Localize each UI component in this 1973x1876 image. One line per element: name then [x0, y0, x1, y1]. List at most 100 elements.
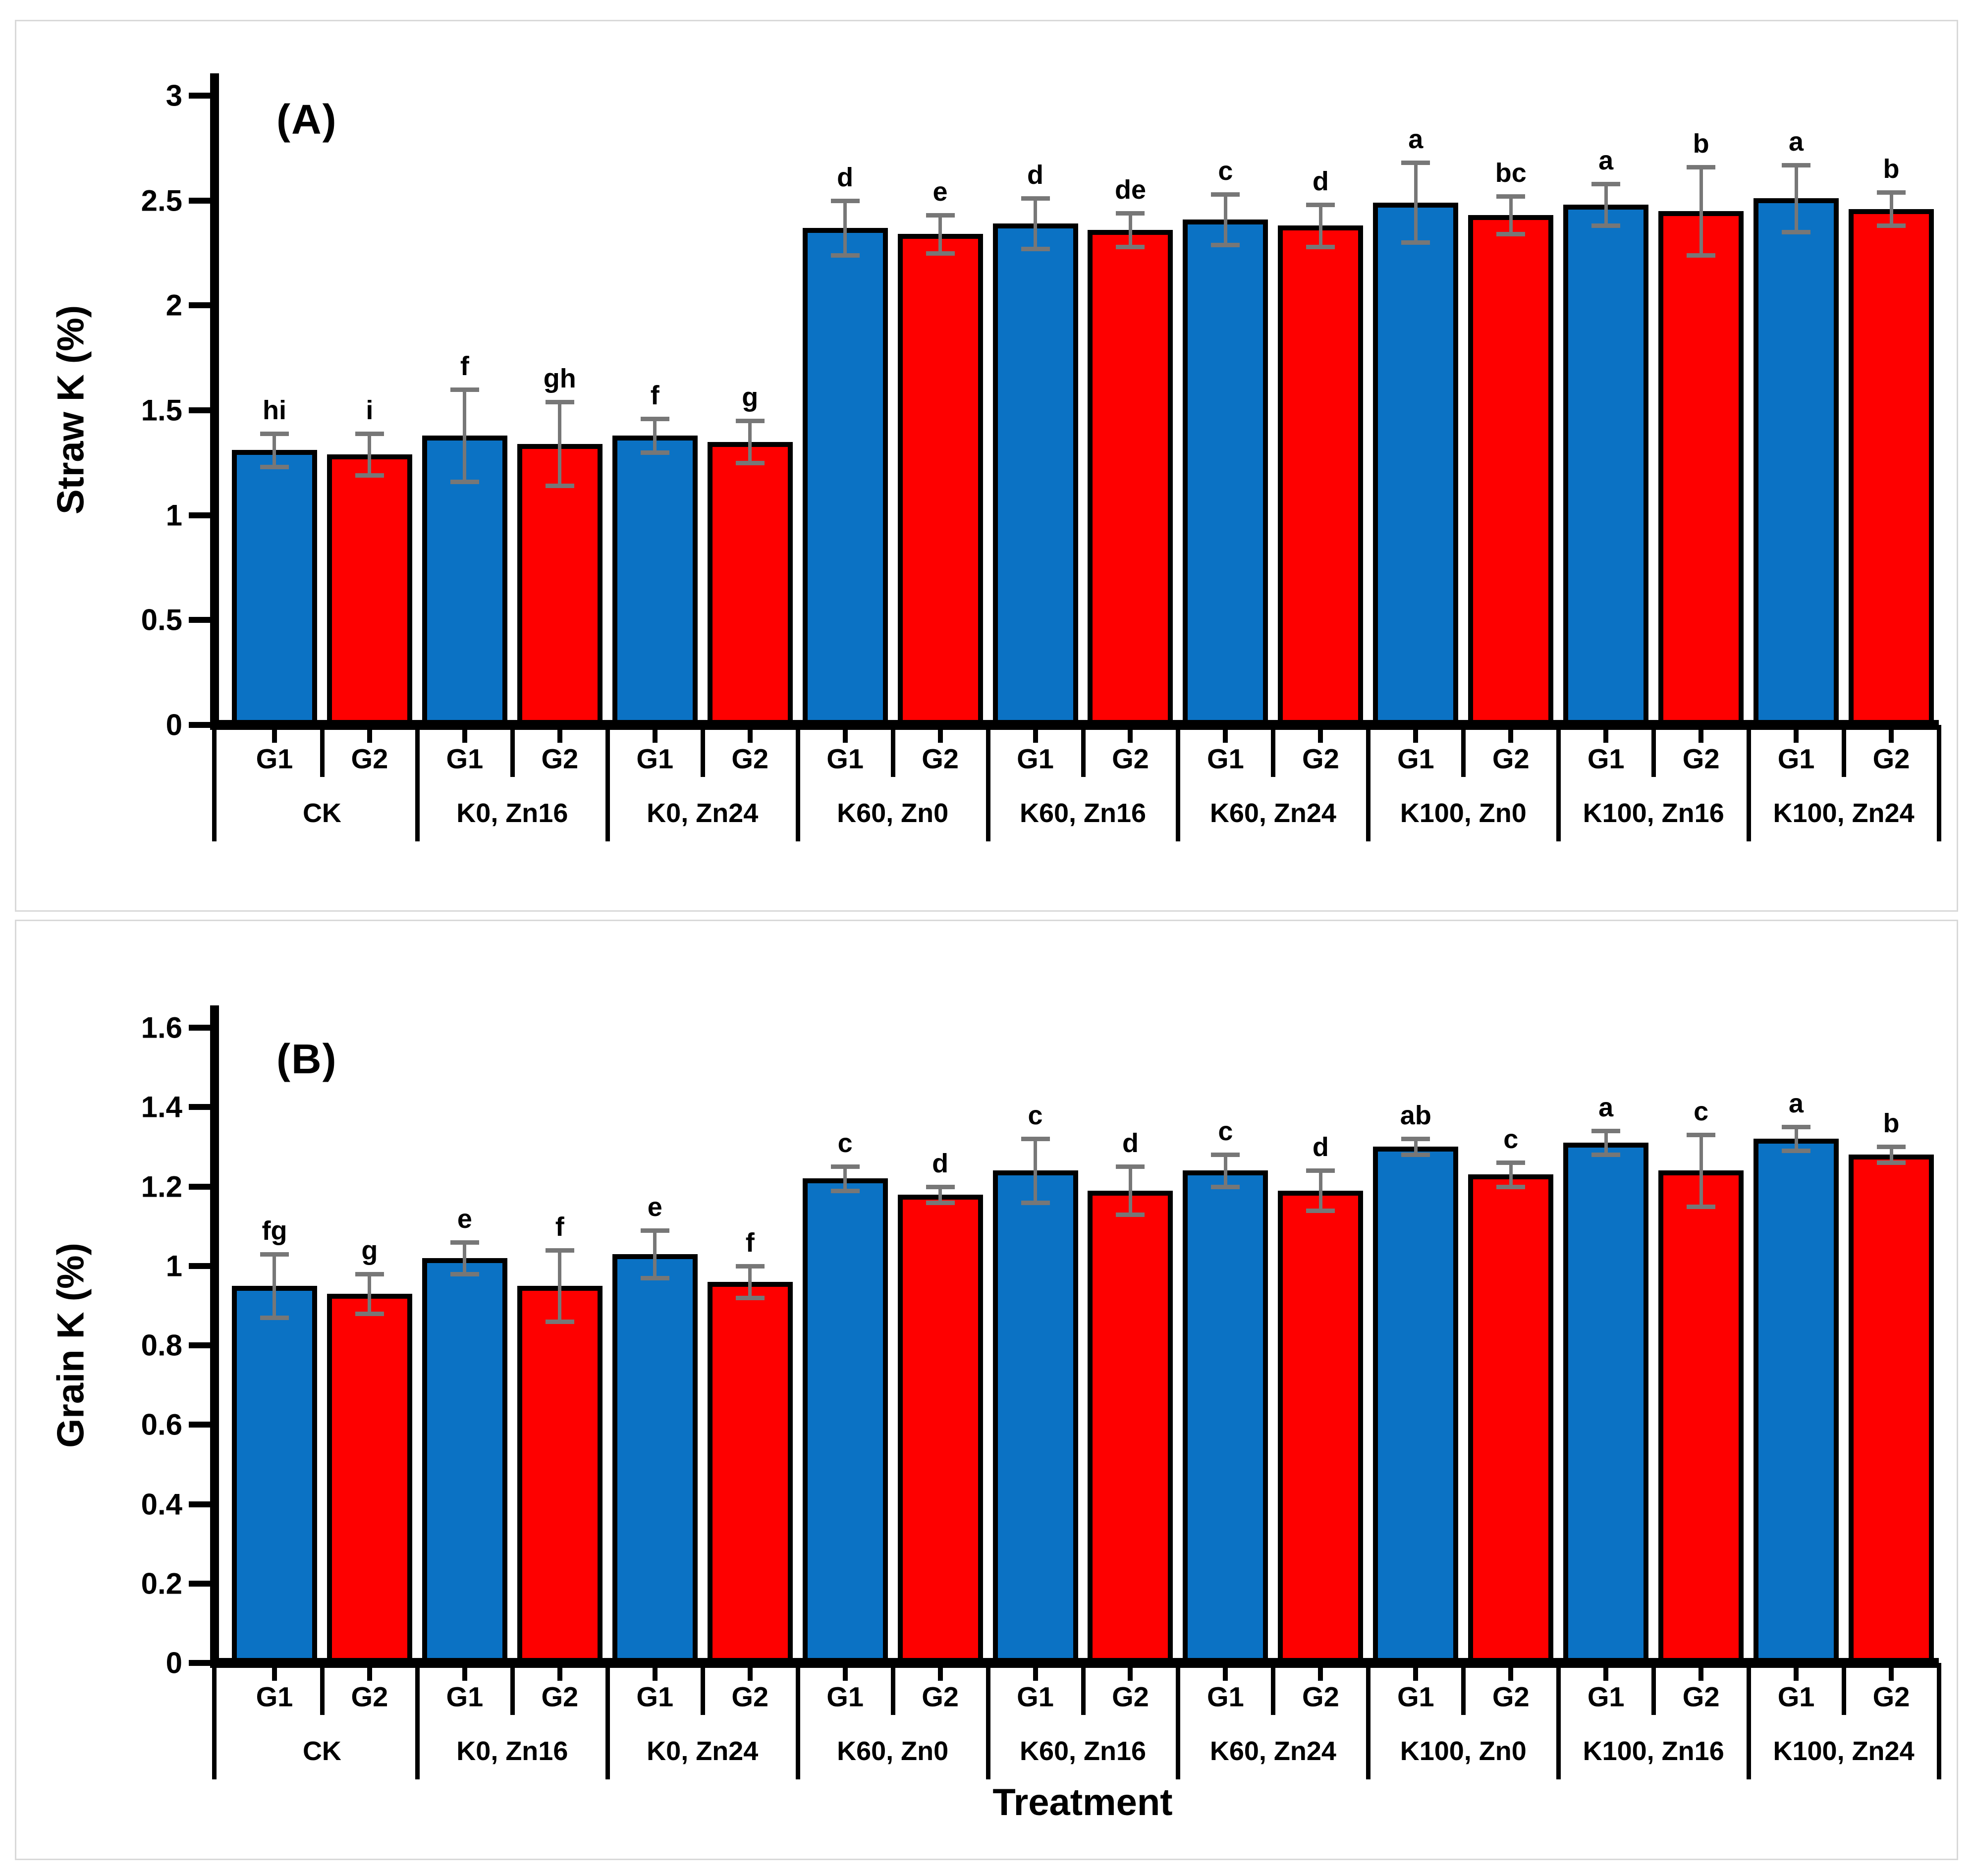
error-bar [1414, 1139, 1418, 1155]
error-bar [1889, 192, 1893, 226]
subgroup-separator-line [1081, 1663, 1086, 1715]
error-bar-top-cap [1021, 196, 1050, 201]
y-tick-label: 0.6 [141, 1408, 182, 1441]
subgroup-separator-line [1842, 1663, 1847, 1715]
x-tick-mark [557, 730, 562, 743]
group-separator-line [1366, 1663, 1371, 1779]
axis-bottom-line [212, 1663, 217, 1779]
error-bar [843, 200, 847, 255]
error-bar-top-cap [640, 1228, 669, 1233]
significance-letter: f [745, 1227, 755, 1258]
significance-letter: d [1122, 1128, 1139, 1159]
bar-g2 [707, 1281, 793, 1668]
significance-letter: d [837, 162, 854, 192]
x-sub-label: G2 [1682, 743, 1720, 774]
error-bar [1034, 198, 1038, 249]
bar-g1 [1373, 1147, 1459, 1668]
bar-g1 [1183, 1170, 1268, 1668]
error-bar-bottom-cap [1496, 1184, 1526, 1189]
x-tick-mark [937, 730, 943, 743]
x-group-label: K100, Zn24 [1773, 1736, 1915, 1766]
x-tick-mark [272, 1668, 277, 1681]
y-tick-mark [189, 1183, 211, 1190]
error-bar-bottom-cap [1021, 247, 1050, 252]
y-tick-mark [189, 93, 211, 99]
bar-g1 [231, 1285, 317, 1668]
x-tick-mark [1413, 1668, 1419, 1681]
group-separator-line [986, 725, 990, 841]
x-group-label: K100, Zn0 [1400, 1736, 1527, 1766]
significance-letter: f [460, 351, 469, 381]
subgroup-separator-line [890, 725, 895, 777]
y-tick-mark [189, 1422, 211, 1428]
group-separator-line [1176, 725, 1181, 841]
bar-g1 [612, 435, 698, 730]
subgroup-separator-line [1271, 1663, 1276, 1715]
subgroup-separator-line [320, 725, 325, 777]
x-sub-label: G1 [826, 743, 864, 774]
x-sub-label: G1 [1777, 743, 1815, 774]
subgroup-separator-line [1651, 1663, 1656, 1715]
significance-letter: fg [262, 1215, 287, 1246]
error-bar-top-cap [640, 416, 669, 421]
error-bar-bottom-cap [545, 1319, 574, 1324]
x-axis-title: Treatment [992, 1781, 1173, 1823]
error-bar [558, 1250, 562, 1322]
x-sub-label: G2 [922, 743, 959, 774]
x-group-label: CK [302, 798, 341, 828]
x-tick-mark [1318, 730, 1323, 743]
x-sub-label: G2 [351, 1681, 388, 1712]
error-bar-bottom-cap [1306, 244, 1335, 249]
error-bar-top-cap [1211, 1153, 1240, 1158]
bar-g1 [1183, 219, 1268, 730]
y-tick-label: 0.4 [141, 1488, 182, 1521]
x-tick-mark [1223, 730, 1228, 743]
subgroup-separator-line [1842, 725, 1847, 777]
error-bar-bottom-cap [1877, 223, 1906, 228]
error-bar-bottom-cap [1211, 242, 1240, 247]
bar-g2 [1468, 1174, 1554, 1668]
error-bar-top-cap [260, 1252, 289, 1257]
subgroup-separator-line [1461, 725, 1466, 777]
x-axis-line [210, 1658, 1939, 1668]
subgroup-separator-line [1271, 725, 1276, 777]
group-separator-line [1176, 1663, 1181, 1779]
bar-g2 [707, 441, 793, 730]
significance-letter: g [742, 383, 759, 413]
bar-g2 [327, 1293, 412, 1668]
group-separator-line [986, 1663, 990, 1779]
significance-letter: g [361, 1235, 378, 1266]
bar-g1 [1563, 1143, 1649, 1668]
error-bar-bottom-cap [1687, 1204, 1716, 1209]
bar-g1 [802, 227, 888, 730]
significance-letter: de [1114, 175, 1146, 205]
error-bar [368, 433, 372, 476]
x-tick-mark [462, 1668, 467, 1681]
significance-letter: d [1312, 166, 1329, 197]
error-bar-bottom-cap [1591, 223, 1621, 228]
x-group-label: K60, Zn24 [1209, 1736, 1336, 1766]
significance-letter: hi [262, 395, 286, 425]
x-sub-label: G2 [1492, 743, 1530, 774]
x-sub-label: G1 [446, 743, 484, 774]
x-tick-mark [557, 1668, 562, 1681]
y-tick-label: 0.5 [141, 603, 182, 637]
significance-letter: c [1028, 1101, 1043, 1131]
significance-letter: c [1218, 156, 1233, 186]
axis-bottom-line [212, 725, 217, 841]
x-sub-label: G2 [1492, 1681, 1530, 1712]
x-tick-mark [1603, 1668, 1609, 1681]
error-bar-bottom-cap [450, 479, 479, 484]
error-bar-top-cap [450, 387, 479, 392]
significance-letter: d [1312, 1132, 1329, 1162]
x-tick-mark [1223, 1668, 1228, 1681]
error-bar-top-cap [1782, 1125, 1811, 1130]
bar-g1 [422, 1258, 507, 1668]
x-group-label: K0, Zn24 [647, 1736, 759, 1766]
y-tick-mark [189, 1660, 211, 1666]
x-sub-label: G1 [1207, 743, 1244, 774]
error-bar-top-cap [1591, 181, 1621, 186]
x-tick-mark [842, 730, 848, 743]
error-bar [748, 1266, 752, 1298]
x-sub-label: G1 [636, 1681, 674, 1712]
